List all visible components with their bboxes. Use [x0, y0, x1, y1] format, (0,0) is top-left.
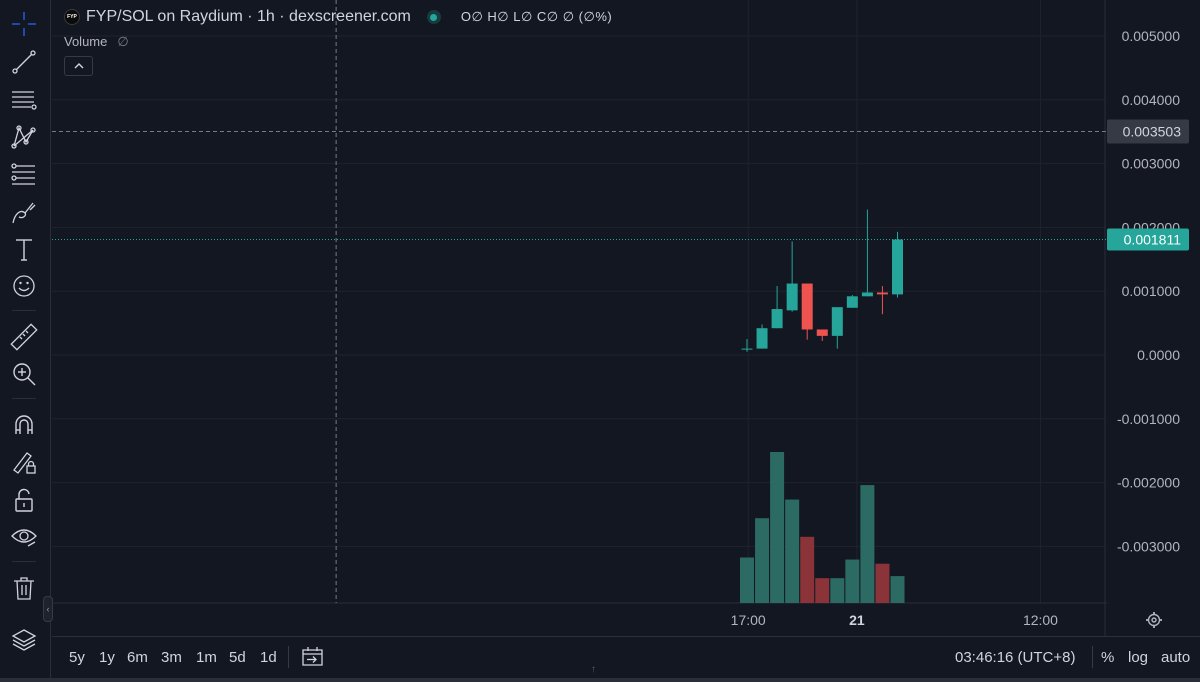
volume-legend: Volume ∅ [64, 34, 129, 50]
price-tick-label: 0.004000 [1122, 92, 1181, 108]
volume-bar [830, 578, 845, 603]
volume-bar [740, 557, 754, 603]
symbol-logo[interactable]: FYP [64, 9, 80, 25]
candle-body [892, 239, 903, 295]
price-tick-label: -0.002000 [1117, 475, 1180, 491]
magnet-icon[interactable] [6, 409, 42, 441]
sidebar-border [50, 0, 51, 682]
candle-body [816, 329, 828, 336]
volume-bar [800, 536, 815, 603]
grid [52, 0, 1107, 636]
volume-value: ∅ [117, 34, 129, 49]
volume-bar [845, 559, 860, 603]
volume-bar [815, 578, 830, 603]
text-icon[interactable] [6, 233, 42, 265]
chevron-up-icon[interactable]: ↑ [591, 664, 596, 675]
chevron-left-icon: ‹ [46, 604, 50, 614]
price-axis[interactable]: 0.0050000.0040000.0030000.0020000.001000… [1107, 28, 1189, 554]
settings-gear-icon[interactable] [1146, 612, 1162, 628]
percent-scale-button[interactable]: % [1101, 649, 1115, 666]
candles [741, 209, 903, 352]
crosshair-price-label: 0.003503 [1123, 124, 1182, 140]
auto-scale-button[interactable]: auto [1161, 649, 1191, 666]
fib-icon[interactable] [6, 158, 42, 190]
candle-body [786, 283, 798, 311]
last-price-badge [1107, 228, 1189, 251]
time-tick-label: 17:00 [731, 612, 766, 628]
time-tick-label: 21 [849, 612, 865, 628]
range-3m-button[interactable]: 3m [161, 649, 182, 666]
candle-body [771, 309, 783, 329]
time-axis[interactable]: 17:00 21 12:00 [731, 612, 1059, 628]
bottom-separator [288, 646, 289, 668]
candle-body [741, 348, 753, 350]
brush-icon[interactable] [6, 196, 42, 228]
layers-icon[interactable] [6, 624, 42, 656]
calendar-goto-icon[interactable] [302, 645, 324, 667]
time-tick-label: 12:00 [1023, 612, 1058, 628]
ohlc-values: O∅ H∅ L∅ C∅ ∅ (∅%) [460, 9, 613, 24]
volume-bar [755, 518, 770, 603]
candle-body [756, 328, 768, 349]
eye-icon[interactable] [6, 521, 42, 553]
price-tick-label: 0.005000 [1122, 28, 1181, 44]
candle-body [831, 307, 843, 336]
symbol-title[interactable]: FYP/SOL on Raydium · 1h · dexscreener.co… [86, 8, 411, 25]
horizontal-lines-icon[interactable] [6, 84, 42, 116]
chevron-up-icon [74, 63, 83, 69]
price-chart[interactable]: 0.0050000.0040000.0030000.0020000.001000… [0, 0, 1200, 636]
range-1m-button[interactable]: 1m [196, 649, 217, 666]
trash-icon[interactable] [6, 572, 42, 604]
range-1d-button[interactable]: 1d [260, 649, 277, 666]
range-6m-button[interactable]: 6m [127, 649, 148, 666]
range-5y-button[interactable]: 5y [69, 649, 85, 666]
volume-bar [890, 576, 905, 603]
bottom-separator [1092, 646, 1093, 668]
price-tick-label: 0.0000 [1137, 347, 1180, 363]
price-tick-label: -0.003000 [1117, 538, 1180, 554]
candle-body [801, 283, 813, 330]
ruler-icon[interactable] [6, 321, 42, 353]
volume-bar [770, 452, 785, 603]
emoji-icon[interactable] [6, 270, 42, 302]
crosshair-icon[interactable] [6, 8, 42, 40]
chart-legend: FYP FYP/SOL on Raydium · 1h · dexscreene… [64, 7, 612, 27]
log-scale-button[interactable]: log [1128, 649, 1149, 666]
volume-bar [875, 563, 890, 603]
price-tick-label: -0.001000 [1117, 411, 1180, 427]
candle-body [876, 292, 888, 295]
trend-line-icon[interactable] [6, 46, 42, 78]
price-tick-label: 0.003000 [1122, 156, 1181, 172]
price-tick-label: 0.001000 [1122, 283, 1181, 299]
timezone-clock[interactable]: 03:46:16 (UTC+8) [955, 649, 1076, 666]
range-1y-button[interactable]: 1y [99, 649, 115, 666]
lock-drawing-icon[interactable] [6, 446, 42, 478]
pattern-icon[interactable] [6, 121, 42, 153]
market-status-dot [426, 10, 441, 24]
bottom-divider [52, 636, 1200, 637]
crosshair-price-badge [1107, 119, 1189, 144]
volume-bars [740, 452, 905, 603]
collapse-sidebar-button[interactable]: ‹ [43, 596, 53, 622]
bottom-edge [0, 678, 1200, 682]
volume-bar [860, 485, 875, 603]
candle-body [846, 296, 858, 308]
legend-collapse-button[interactable] [64, 56, 93, 76]
unlock-icon[interactable] [6, 484, 42, 516]
volume-label[interactable]: Volume [64, 34, 108, 49]
last-price-label: 0.001811 [1124, 231, 1182, 247]
zoom-in-icon[interactable] [6, 358, 42, 390]
drawing-toolbar [0, 0, 48, 682]
volume-bar [785, 499, 800, 603]
candle-body [861, 292, 873, 297]
overlays [52, 0, 1107, 603]
bottom-toolbar: 5y 1y 6m 3m 1m 5d 1d 03:46:16 (UTC+8) % … [52, 640, 1200, 676]
range-5d-button[interactable]: 5d [229, 649, 246, 666]
